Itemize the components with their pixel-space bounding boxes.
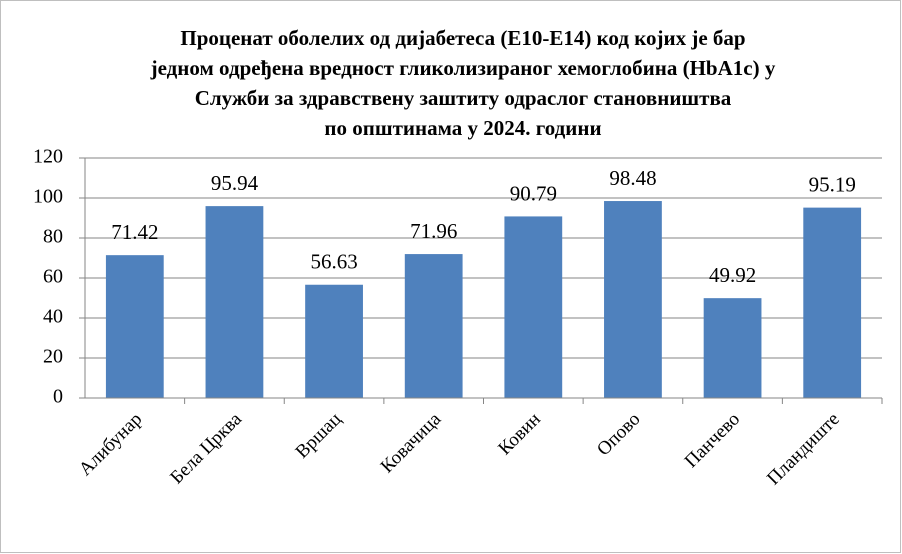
chart-title: по општинама у 2024. години xyxy=(324,116,601,140)
bar xyxy=(604,201,662,398)
bar xyxy=(504,216,563,398)
y-tick-label: 60 xyxy=(43,266,63,288)
bar xyxy=(305,284,363,398)
data-label: 49.92 xyxy=(709,263,756,287)
y-tick-label: 120 xyxy=(33,146,63,168)
bar xyxy=(803,207,862,398)
bar xyxy=(205,206,264,398)
chart-title: Служби за здравствену заштиту одраслог с… xyxy=(195,86,732,110)
chart-title: Проценат оболелих од дијабетеса (Е10-Е14… xyxy=(180,26,745,50)
y-tick-label: 80 xyxy=(43,226,63,248)
data-label: 95.19 xyxy=(809,173,856,197)
data-label: 71.42 xyxy=(111,220,158,244)
data-label: 95.94 xyxy=(211,171,259,195)
bar xyxy=(703,298,762,398)
y-tick-label: 40 xyxy=(43,306,63,328)
bar xyxy=(404,254,463,398)
y-tick-label: 100 xyxy=(33,186,63,208)
data-label: 56.63 xyxy=(310,250,357,274)
data-label: 90.79 xyxy=(510,181,557,205)
chart-title: једном одређена вредност гликолизираног … xyxy=(150,56,776,80)
data-label: 71.96 xyxy=(410,219,457,243)
bar xyxy=(105,255,164,398)
data-label: 98.48 xyxy=(609,166,656,190)
y-tick-label: 0 xyxy=(53,386,63,408)
y-tick-label: 20 xyxy=(43,346,63,368)
